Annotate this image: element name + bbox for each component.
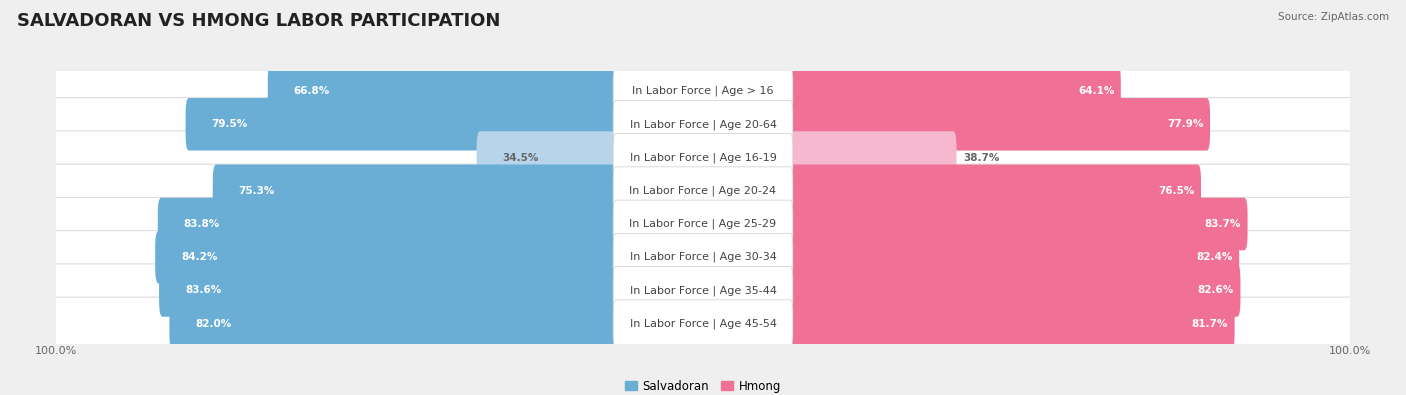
FancyBboxPatch shape [613, 300, 793, 348]
FancyBboxPatch shape [613, 134, 793, 181]
Text: 76.5%: 76.5% [1159, 186, 1195, 196]
Text: 79.5%: 79.5% [211, 119, 247, 129]
Text: 38.7%: 38.7% [963, 152, 1000, 162]
FancyBboxPatch shape [787, 131, 956, 184]
FancyBboxPatch shape [787, 65, 1121, 117]
Text: In Labor Force | Age 20-64: In Labor Force | Age 20-64 [630, 119, 776, 130]
FancyBboxPatch shape [55, 131, 1351, 184]
Text: 82.4%: 82.4% [1197, 252, 1233, 262]
FancyBboxPatch shape [613, 267, 793, 314]
Text: Source: ZipAtlas.com: Source: ZipAtlas.com [1278, 12, 1389, 22]
FancyBboxPatch shape [157, 198, 619, 250]
FancyBboxPatch shape [613, 100, 793, 148]
FancyBboxPatch shape [613, 233, 793, 281]
FancyBboxPatch shape [613, 167, 793, 214]
FancyBboxPatch shape [787, 98, 1211, 150]
FancyBboxPatch shape [787, 198, 1247, 250]
Text: In Labor Force | Age 25-29: In Labor Force | Age 25-29 [630, 219, 776, 229]
FancyBboxPatch shape [613, 200, 793, 248]
FancyBboxPatch shape [477, 131, 619, 184]
Text: 34.5%: 34.5% [502, 152, 538, 162]
FancyBboxPatch shape [55, 297, 1351, 350]
Text: 64.1%: 64.1% [1078, 86, 1115, 96]
FancyBboxPatch shape [186, 98, 619, 150]
FancyBboxPatch shape [170, 297, 619, 350]
FancyBboxPatch shape [212, 164, 619, 217]
FancyBboxPatch shape [613, 67, 793, 115]
FancyBboxPatch shape [55, 231, 1351, 284]
Text: 83.8%: 83.8% [184, 219, 219, 229]
Legend: Salvadoran, Hmong: Salvadoran, Hmong [620, 375, 786, 395]
FancyBboxPatch shape [787, 164, 1201, 217]
Text: 75.3%: 75.3% [239, 186, 276, 196]
Text: In Labor Force | Age 30-34: In Labor Force | Age 30-34 [630, 252, 776, 263]
Text: In Labor Force | Age > 16: In Labor Force | Age > 16 [633, 86, 773, 96]
Text: 82.0%: 82.0% [195, 319, 232, 329]
FancyBboxPatch shape [267, 65, 619, 117]
FancyBboxPatch shape [55, 98, 1351, 151]
Text: In Labor Force | Age 20-24: In Labor Force | Age 20-24 [630, 186, 776, 196]
Text: 66.8%: 66.8% [294, 86, 330, 96]
FancyBboxPatch shape [55, 264, 1351, 317]
Text: 77.9%: 77.9% [1167, 119, 1204, 129]
FancyBboxPatch shape [787, 231, 1239, 284]
Text: 82.6%: 82.6% [1198, 286, 1234, 295]
FancyBboxPatch shape [55, 198, 1351, 250]
FancyBboxPatch shape [159, 264, 619, 317]
Text: SALVADORAN VS HMONG LABOR PARTICIPATION: SALVADORAN VS HMONG LABOR PARTICIPATION [17, 12, 501, 30]
Text: 83.6%: 83.6% [186, 286, 221, 295]
Text: In Labor Force | Age 16-19: In Labor Force | Age 16-19 [630, 152, 776, 163]
Text: 83.7%: 83.7% [1205, 219, 1241, 229]
FancyBboxPatch shape [787, 297, 1234, 350]
Text: In Labor Force | Age 35-44: In Labor Force | Age 35-44 [630, 285, 776, 296]
FancyBboxPatch shape [787, 264, 1240, 317]
Text: 81.7%: 81.7% [1192, 319, 1229, 329]
FancyBboxPatch shape [55, 164, 1351, 217]
Text: In Labor Force | Age 45-54: In Labor Force | Age 45-54 [630, 318, 776, 329]
Text: 84.2%: 84.2% [181, 252, 218, 262]
FancyBboxPatch shape [155, 231, 619, 284]
FancyBboxPatch shape [55, 64, 1351, 118]
